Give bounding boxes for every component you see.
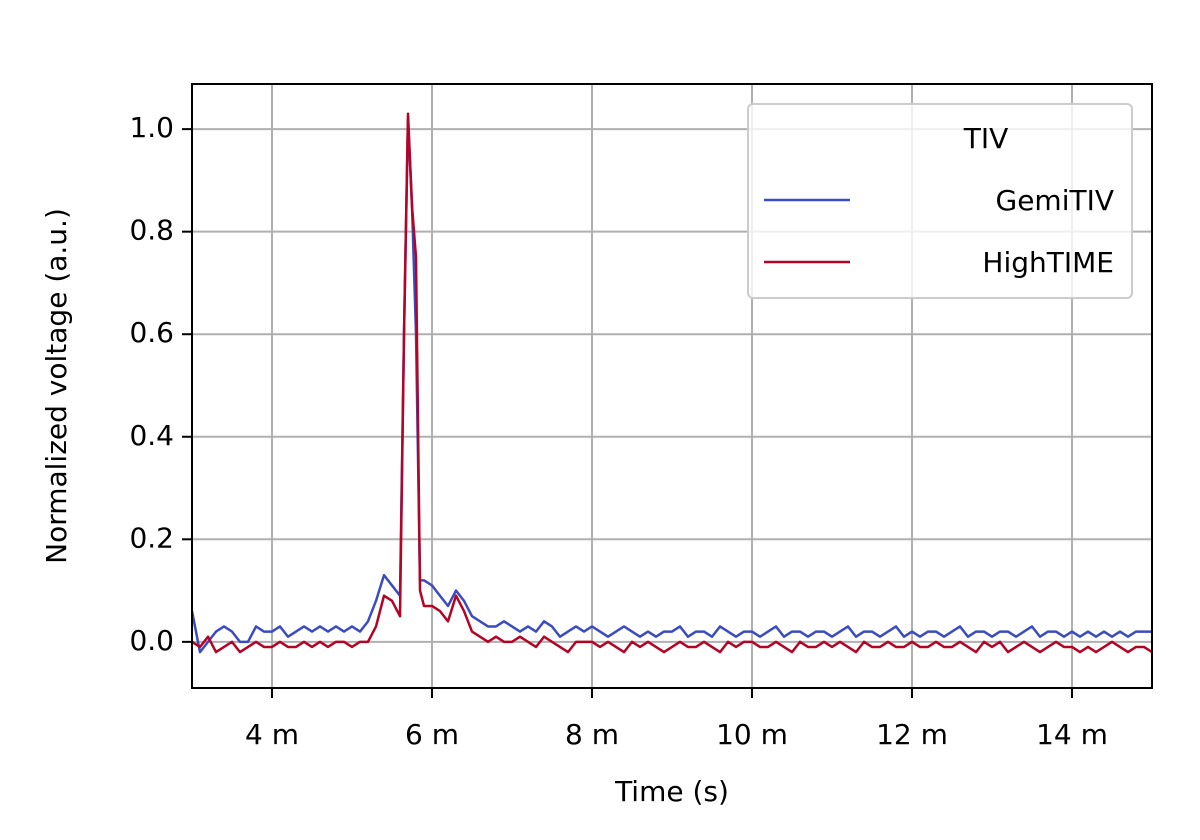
y-tick-label: 0.8 (129, 214, 174, 247)
plot-lines (192, 112, 1152, 654)
legend-label: GemiTIV (996, 184, 1115, 217)
y-axis-label: Normalized voltage (a.u.) (40, 208, 73, 564)
x-tick-label: 8 m (565, 718, 619, 751)
legend-label: HighTIME (982, 246, 1114, 279)
x-tick-label: 4 m (245, 718, 299, 751)
y-tick-label: 0.2 (129, 521, 174, 554)
ticks: 4 m 6 m 8 m 10 m 12 m 14 m 0.0 0.2 0.4 0.6 0.8 1.0 (129, 111, 1107, 751)
x-tick-label: 10 m (716, 718, 788, 751)
legend: TIV GemiTIV HighTIME (747, 103, 1133, 299)
x-axis-label: Time (s) (614, 775, 729, 808)
y-tick-label: 0.6 (129, 316, 174, 349)
x-tick-label: 14 m (1036, 718, 1108, 751)
legend-title: TIV (963, 122, 1009, 155)
x-tick-label: 12 m (876, 718, 948, 751)
plot-frame (191, 83, 1153, 689)
y-tick-label: 1.0 (129, 111, 174, 144)
y-tick-label: 0.0 (129, 624, 174, 657)
series-line (192, 112, 1152, 654)
x-tick-label: 6 m (405, 718, 459, 751)
y-tick-label: 0.4 (129, 419, 174, 452)
legend-box (747, 103, 1133, 299)
series-line (192, 117, 1152, 654)
